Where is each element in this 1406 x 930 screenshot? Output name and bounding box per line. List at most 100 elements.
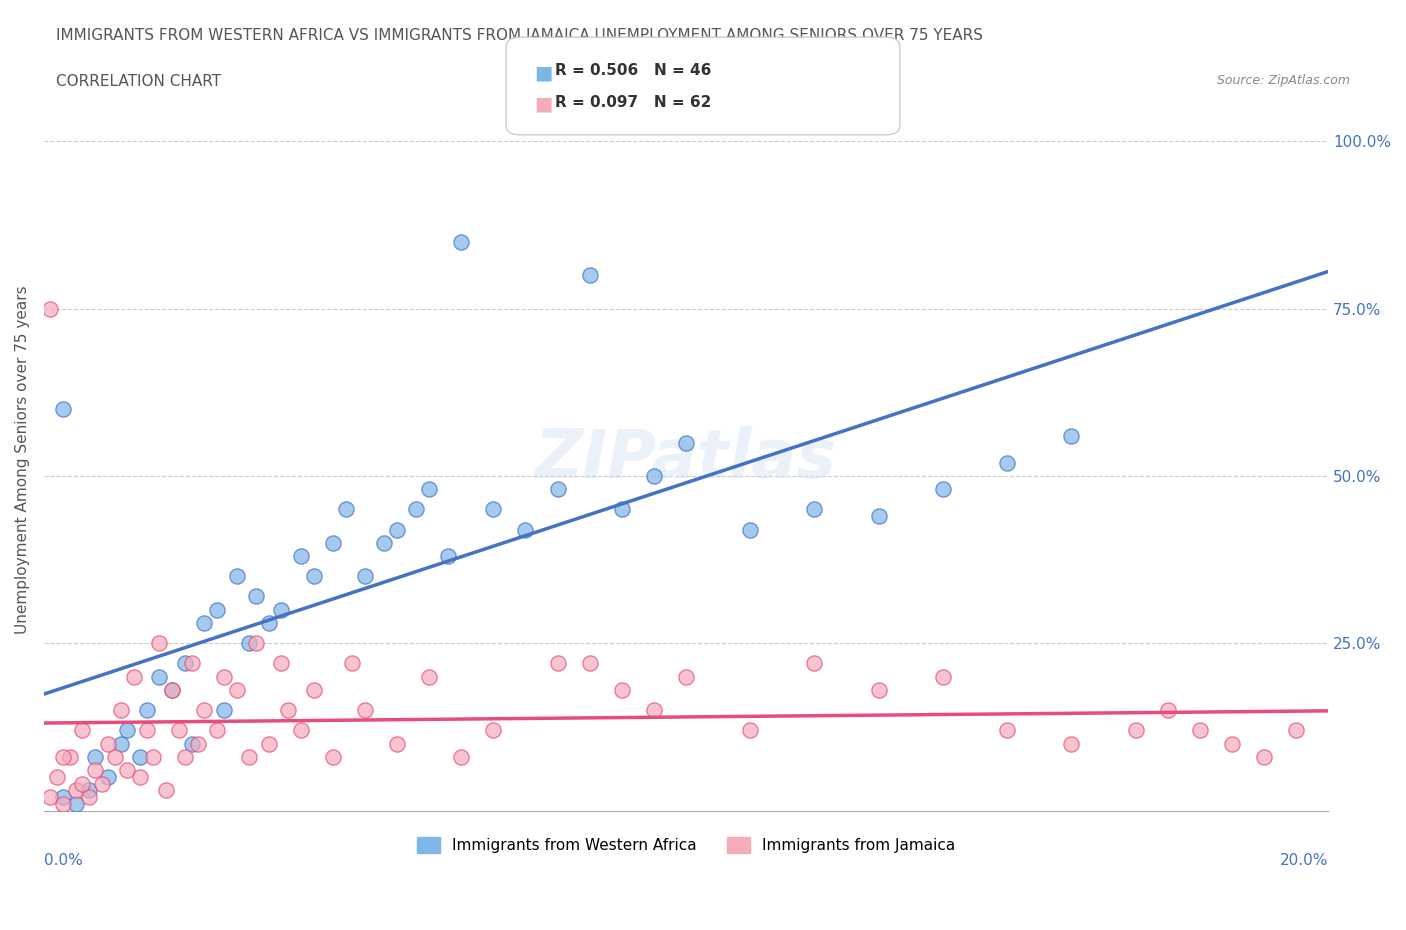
Point xyxy=(1125,723,1147,737)
Point xyxy=(72,777,94,791)
Point xyxy=(354,703,377,718)
Point xyxy=(340,656,363,671)
Point xyxy=(135,703,157,718)
Point xyxy=(803,502,825,517)
Point xyxy=(995,455,1018,470)
Point xyxy=(643,469,665,484)
Point xyxy=(52,402,75,417)
Text: ■: ■ xyxy=(534,63,553,82)
Point xyxy=(207,603,229,618)
Point xyxy=(1156,703,1178,718)
Point xyxy=(225,683,247,698)
Point xyxy=(385,522,408,537)
Point xyxy=(643,703,665,718)
Point xyxy=(193,703,215,718)
Point xyxy=(270,656,292,671)
Point xyxy=(103,750,125,764)
Point xyxy=(65,783,87,798)
Point xyxy=(354,569,377,584)
Point xyxy=(52,750,75,764)
Point xyxy=(45,770,67,785)
Point xyxy=(290,549,312,564)
Point xyxy=(122,670,145,684)
Point xyxy=(97,770,120,785)
Point xyxy=(610,502,633,517)
Point xyxy=(174,750,197,764)
Point xyxy=(142,750,165,764)
Point xyxy=(482,502,505,517)
Point xyxy=(180,656,202,671)
Point xyxy=(277,703,299,718)
Point xyxy=(212,670,235,684)
Legend: Immigrants from Western Africa, Immigrants from Jamaica: Immigrants from Western Africa, Immigran… xyxy=(411,830,962,859)
Point xyxy=(932,670,955,684)
Point xyxy=(418,482,440,497)
Point xyxy=(117,723,139,737)
Point xyxy=(437,549,460,564)
Point xyxy=(77,790,100,804)
Point xyxy=(578,268,600,283)
Point xyxy=(180,737,202,751)
Point xyxy=(868,509,890,524)
Point xyxy=(450,234,472,249)
Point xyxy=(162,683,184,698)
Point xyxy=(129,750,152,764)
Point xyxy=(740,522,762,537)
Text: Source: ZipAtlas.com: Source: ZipAtlas.com xyxy=(1216,74,1350,87)
Point xyxy=(207,723,229,737)
Point xyxy=(257,737,280,751)
Point xyxy=(148,670,170,684)
Point xyxy=(72,723,94,737)
Point xyxy=(225,569,247,584)
Point xyxy=(405,502,427,517)
Point xyxy=(39,301,62,316)
Point xyxy=(52,790,75,804)
Text: 20.0%: 20.0% xyxy=(1279,853,1329,868)
Point xyxy=(1188,723,1211,737)
Point xyxy=(1220,737,1243,751)
Point xyxy=(547,482,569,497)
Point xyxy=(97,737,120,751)
Point xyxy=(65,796,87,811)
Point xyxy=(58,750,80,764)
Point xyxy=(335,502,357,517)
Point xyxy=(547,656,569,671)
Point xyxy=(77,783,100,798)
Point xyxy=(174,656,197,671)
Point xyxy=(515,522,537,537)
Point xyxy=(39,790,62,804)
Point xyxy=(155,783,177,798)
Point xyxy=(52,796,75,811)
Point xyxy=(245,636,267,651)
Point xyxy=(162,683,184,698)
Text: ■: ■ xyxy=(534,95,553,113)
Point xyxy=(482,723,505,737)
Point xyxy=(932,482,955,497)
Point xyxy=(257,616,280,631)
Point xyxy=(117,763,139,777)
Point xyxy=(578,656,600,671)
Text: R = 0.097   N = 62: R = 0.097 N = 62 xyxy=(555,95,711,110)
Point xyxy=(302,569,325,584)
Point xyxy=(110,703,132,718)
Point xyxy=(148,636,170,651)
Point xyxy=(675,670,697,684)
Point xyxy=(373,536,395,551)
Point xyxy=(740,723,762,737)
Point xyxy=(238,636,260,651)
Text: IMMIGRANTS FROM WESTERN AFRICA VS IMMIGRANTS FROM JAMAICA UNEMPLOYMENT AMONG SEN: IMMIGRANTS FROM WESTERN AFRICA VS IMMIGR… xyxy=(56,28,983,43)
Point xyxy=(1060,429,1083,444)
Point xyxy=(385,737,408,751)
Text: R = 0.506   N = 46: R = 0.506 N = 46 xyxy=(555,63,711,78)
Point xyxy=(418,670,440,684)
Point xyxy=(1060,737,1083,751)
Point xyxy=(187,737,209,751)
Point xyxy=(135,723,157,737)
Point xyxy=(610,683,633,698)
Point xyxy=(995,723,1018,737)
Point xyxy=(270,603,292,618)
Point xyxy=(129,770,152,785)
Point xyxy=(212,703,235,718)
Text: ZIPatlas: ZIPatlas xyxy=(536,426,837,492)
Point xyxy=(290,723,312,737)
